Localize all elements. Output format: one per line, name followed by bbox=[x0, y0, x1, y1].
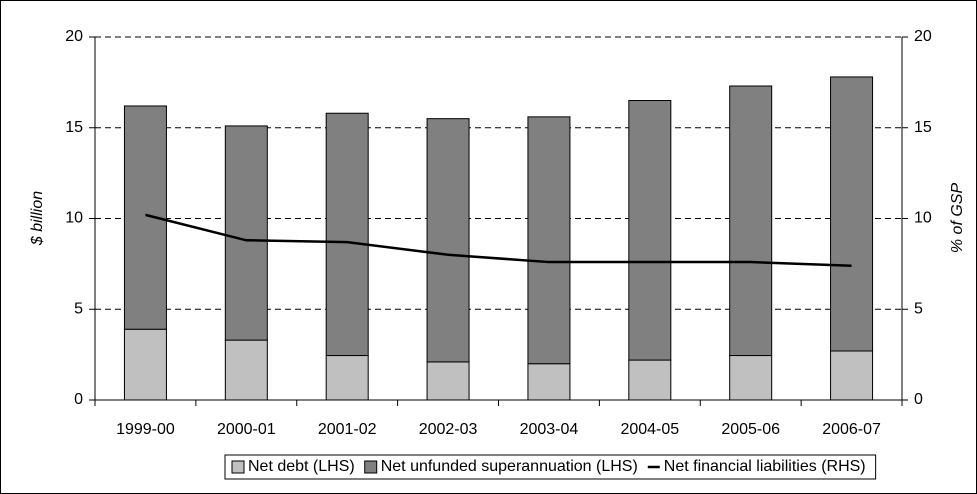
y2-axis-label: % of GSP bbox=[949, 183, 966, 254]
legend-swatch bbox=[364, 460, 378, 474]
y-tick-label: 5 bbox=[74, 300, 83, 317]
line bbox=[145, 213, 852, 267]
bar bbox=[830, 76, 874, 352]
bar bbox=[729, 85, 773, 357]
legend-box bbox=[224, 454, 877, 480]
x-tick-label: 2003-04 bbox=[520, 421, 579, 438]
legend-label: Net unfunded superannuation (LHS) bbox=[381, 458, 638, 475]
x-tick-label: 2001-02 bbox=[318, 421, 377, 438]
x-tick-label: 2000-01 bbox=[217, 421, 276, 438]
bar bbox=[527, 363, 571, 401]
x-tick-label: 2004-05 bbox=[620, 421, 679, 438]
legend-label: Net financial liabilities (RHS) bbox=[664, 458, 866, 475]
x-tick-label: 2006-07 bbox=[822, 421, 881, 438]
bar bbox=[426, 118, 470, 363]
y2-tick-label: 0 bbox=[914, 391, 923, 408]
x-tick-label: 2005-06 bbox=[721, 421, 780, 438]
y2-tick-label: 10 bbox=[914, 210, 932, 227]
bar bbox=[224, 339, 268, 401]
y-tick-label: 20 bbox=[65, 28, 83, 45]
bar bbox=[527, 116, 571, 365]
x-tick-label: 1999-00 bbox=[116, 421, 175, 438]
bar bbox=[325, 112, 369, 357]
y2-tick-label: 15 bbox=[914, 119, 932, 136]
x-tick-label: 2002-03 bbox=[419, 421, 478, 438]
y-axis-label: $ billion bbox=[29, 191, 46, 246]
bar bbox=[830, 350, 874, 401]
y-tick-label: 0 bbox=[74, 391, 83, 408]
y-tick-label: 10 bbox=[65, 210, 83, 227]
y-tick-label: 15 bbox=[65, 119, 83, 136]
bar bbox=[628, 100, 672, 361]
y2-tick-label: 5 bbox=[914, 300, 923, 317]
legend-swatch bbox=[231, 460, 245, 474]
y2-tick-label: 20 bbox=[914, 28, 932, 45]
bar bbox=[729, 355, 773, 401]
bar bbox=[628, 359, 672, 401]
bar bbox=[224, 125, 268, 341]
legend-label: Net debt (LHS) bbox=[248, 458, 355, 475]
bar bbox=[123, 328, 167, 401]
bar bbox=[325, 355, 369, 401]
bar bbox=[426, 361, 470, 401]
